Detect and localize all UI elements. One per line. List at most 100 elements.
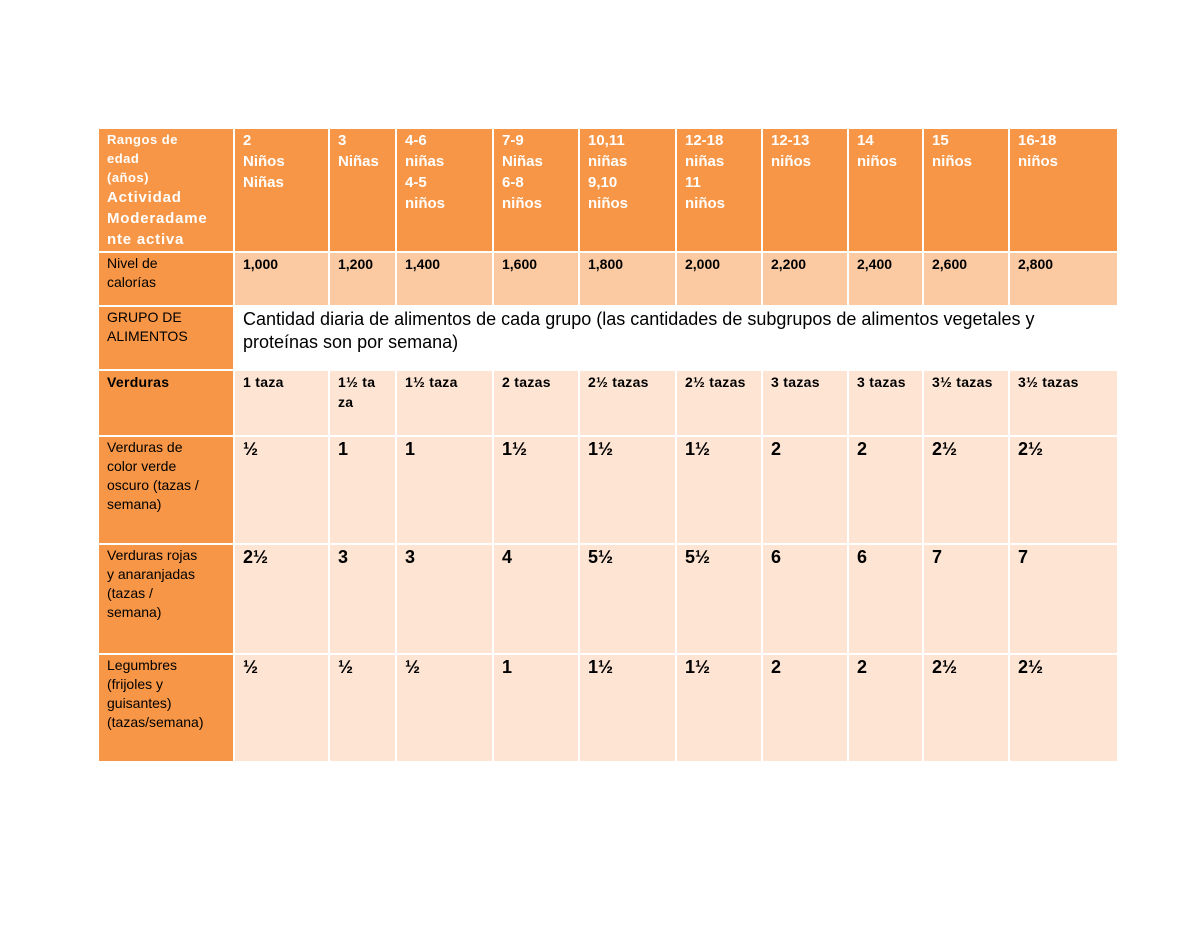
age-column-header-line: 11	[685, 174, 701, 191]
cell-value: 1	[502, 657, 513, 677]
row-label: Verduras de color verde oscuro (tazas / sem…	[99, 437, 235, 545]
cell-value: 6	[857, 547, 868, 567]
cell-value: 2	[857, 657, 868, 677]
food-group-description: Cantidad diaria de alimentos de cada gru…	[235, 307, 1117, 371]
cell-value: 2½	[932, 439, 958, 459]
table-cell: ½	[397, 655, 494, 763]
table-row: Legumbres (frijoles y guisantes) (tazas/sem…	[99, 655, 1117, 763]
table-cell: 1	[397, 437, 494, 545]
table-cell: 1 taza	[235, 371, 330, 437]
row-label-line: Legumbres	[107, 657, 178, 673]
age-column-header: 10,11 niñas 9,10 niños	[580, 129, 677, 253]
table-cell: 1	[330, 437, 397, 545]
cell-value: 2½	[932, 657, 958, 677]
age-column-header: 15 niños	[924, 129, 1010, 253]
cell-value: 1½	[502, 439, 528, 459]
calories-value: 2,600	[924, 253, 1010, 307]
food-group-label-line: ALIMENTOS	[107, 328, 188, 344]
age-column-header-line: 12-13	[771, 132, 810, 149]
table-cell: 1½ ta za	[330, 371, 397, 437]
cell-value: 2½ tazas	[685, 374, 746, 390]
cell-value: 4	[502, 547, 513, 567]
age-column-header-line: Niñas	[502, 153, 543, 170]
age-range-label-line: Rangos de	[107, 132, 178, 147]
table-cell: 2	[763, 437, 849, 545]
table-cell: 1½	[677, 655, 763, 763]
cell-value: 5½	[685, 547, 711, 567]
header-row: Rangos de edad (años) Actividad Moderadame n…	[99, 129, 1117, 253]
cell-value: 2	[771, 657, 782, 677]
table-cell: 3	[330, 545, 397, 655]
age-column-header-line: Niños	[243, 153, 285, 170]
cell-value: 2 tazas	[502, 374, 551, 390]
calories-value: 1,200	[330, 253, 397, 307]
table-cell: 2½	[1010, 437, 1117, 545]
cell-value: 1 taza	[243, 374, 284, 390]
cell-value: 1½	[588, 439, 614, 459]
cell-value: 2	[771, 439, 782, 459]
age-column-header: 4-6 niñas 4-5 niños	[397, 129, 494, 253]
table-cell: ½	[235, 655, 330, 763]
cell-value: 3 tazas	[857, 374, 906, 390]
table-cell: ½	[330, 655, 397, 763]
table-cell: 2	[849, 437, 924, 545]
table-cell: 2½ tazas	[677, 371, 763, 437]
table-cell: 3 tazas	[763, 371, 849, 437]
age-column-header-line: niños	[932, 153, 972, 170]
age-column-header-line: niñas	[588, 153, 628, 170]
table-cell: 6	[849, 545, 924, 655]
age-column-header: 3 Niñas	[330, 129, 397, 253]
age-column-header-line: 6-8	[502, 174, 524, 191]
table-cell: 3½ tazas	[1010, 371, 1117, 437]
table-cell: 7	[924, 545, 1010, 655]
table-cell: 7	[1010, 545, 1117, 655]
calories-value: 1,000	[235, 253, 330, 307]
table-cell: 5½	[580, 545, 677, 655]
table-cell: 2 tazas	[494, 371, 580, 437]
row-label-line: (tazas /	[107, 585, 153, 601]
age-column-header-line: 10,11	[588, 132, 625, 149]
cell-value: 1½	[588, 657, 614, 677]
age-column-header: 14 niños	[849, 129, 924, 253]
calories-value: 2,400	[849, 253, 924, 307]
table-cell: 1½ taza	[397, 371, 494, 437]
table-cell: 2½	[924, 655, 1010, 763]
table-cell: 2½	[235, 545, 330, 655]
cell-value: 5½	[588, 547, 614, 567]
cell-value: 1	[405, 439, 416, 459]
age-column-header-line: niños	[588, 195, 628, 212]
cell-value: 3½ tazas	[932, 374, 993, 390]
row-label-line: oscuro (tazas /	[107, 477, 199, 493]
table-cell: 5½	[677, 545, 763, 655]
age-column-header: 12-18 niñas 11 niños	[677, 129, 763, 253]
age-range-label-line: edad	[107, 151, 140, 166]
row-label-line: semana)	[107, 496, 162, 512]
food-group-label: GRUPO DE ALIMENTOS	[99, 307, 235, 371]
age-column-header-line: 4-5	[405, 174, 427, 191]
calories-label-line: Nivel de	[107, 255, 158, 271]
calories-label-line: calorías	[107, 274, 157, 290]
cell-value: 7	[1018, 547, 1029, 567]
cell-value: 2	[857, 439, 868, 459]
age-column-header-line: niños	[1018, 153, 1058, 170]
calories-value: 1,800	[580, 253, 677, 307]
cell-value: ½	[405, 657, 421, 677]
age-column-header-line: 2	[243, 132, 252, 149]
row-label-line: guisantes)	[107, 695, 172, 711]
cell-value: 1½ ta	[338, 374, 376, 390]
table-row: Verduras rojas y anaranjadas (tazas / seman…	[99, 545, 1117, 655]
food-group-label-line: GRUPO DE	[107, 309, 182, 325]
table-cell: 3 tazas	[849, 371, 924, 437]
age-column-header: 16-18 niños	[1010, 129, 1117, 253]
age-column-header-line: niñas	[405, 153, 445, 170]
table-cell: ½	[235, 437, 330, 545]
row-label: Verduras	[99, 371, 235, 437]
age-column-header-line: niños	[771, 153, 811, 170]
cell-value: za	[338, 394, 354, 410]
row-label: Verduras rojas y anaranjadas (tazas / seman…	[99, 545, 235, 655]
cell-value: 3½ tazas	[1018, 374, 1079, 390]
calories-value: 2,200	[763, 253, 849, 307]
cell-value: ½	[338, 657, 354, 677]
age-column-header-line: 7-9	[502, 132, 524, 149]
age-column-header-line: 14	[857, 132, 874, 149]
